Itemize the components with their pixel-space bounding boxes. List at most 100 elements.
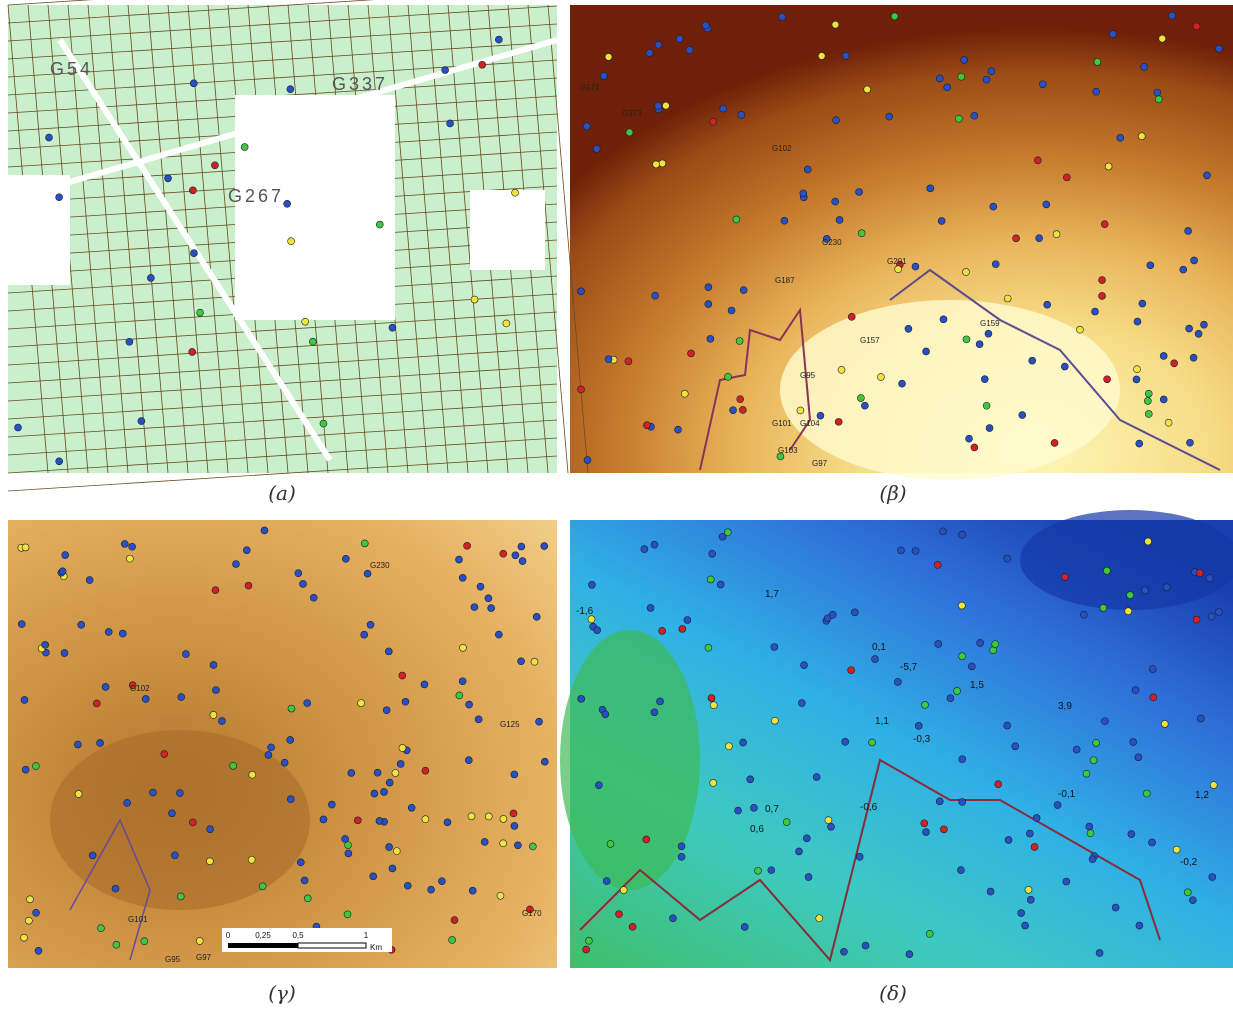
well-dot bbox=[616, 911, 623, 918]
well-dot bbox=[422, 767, 429, 774]
well-dot bbox=[977, 639, 984, 646]
well-dot bbox=[858, 230, 865, 237]
well-label: G97 bbox=[196, 953, 212, 962]
well-dot bbox=[518, 658, 525, 665]
well-dot bbox=[495, 631, 502, 638]
well-label: -5,7 bbox=[900, 662, 918, 673]
well-dot bbox=[857, 395, 864, 402]
well-dot bbox=[385, 648, 392, 655]
well-dot bbox=[1127, 592, 1134, 599]
well-dot bbox=[702, 22, 709, 29]
well-dot bbox=[842, 52, 849, 59]
well-dot bbox=[856, 853, 863, 860]
well-dot bbox=[730, 407, 737, 414]
map-c bbox=[8, 520, 557, 968]
scale-unit: Km bbox=[370, 943, 382, 952]
well-dot bbox=[983, 402, 990, 409]
well-dot bbox=[1147, 262, 1154, 269]
well-dot bbox=[138, 418, 145, 425]
well-dot bbox=[408, 804, 415, 811]
well-dot bbox=[720, 105, 727, 112]
well-dot bbox=[471, 604, 478, 611]
well-dot bbox=[603, 878, 610, 885]
well-dot bbox=[719, 533, 726, 540]
well-dot bbox=[342, 555, 349, 562]
well-dot bbox=[393, 848, 400, 855]
well-dot bbox=[97, 925, 104, 932]
well-label: G101 bbox=[772, 419, 792, 428]
well-dot bbox=[392, 770, 399, 777]
well-dot bbox=[678, 843, 685, 850]
well-dot bbox=[717, 581, 724, 588]
well-dot bbox=[938, 217, 945, 224]
well-dot bbox=[1173, 846, 1180, 853]
well-dot bbox=[536, 718, 543, 725]
well-dot bbox=[707, 335, 714, 342]
well-dot bbox=[190, 80, 197, 87]
well-dot bbox=[1004, 722, 1011, 729]
well-dot bbox=[361, 631, 368, 638]
well-label: G102 bbox=[772, 144, 792, 153]
well-dot bbox=[912, 547, 919, 554]
well-dot bbox=[781, 217, 788, 224]
well-dot bbox=[529, 843, 536, 850]
street bbox=[8, 0, 557, 5]
well-dot bbox=[733, 216, 740, 223]
well-label: -0,1 bbox=[1058, 789, 1076, 800]
well-dot bbox=[940, 316, 947, 323]
well-dot bbox=[739, 406, 746, 413]
well-dot bbox=[1104, 376, 1111, 383]
well-dot bbox=[287, 736, 294, 743]
well-dot bbox=[397, 760, 404, 767]
well-dot bbox=[428, 886, 435, 893]
well-dot bbox=[1004, 295, 1011, 302]
well-dot bbox=[641, 546, 648, 553]
well-dot bbox=[485, 595, 492, 602]
well-dot bbox=[121, 540, 128, 547]
well-dot bbox=[230, 762, 237, 769]
well-dot bbox=[981, 376, 988, 383]
well-dot bbox=[829, 611, 836, 618]
well-dot bbox=[771, 643, 778, 650]
well-dot bbox=[1197, 715, 1204, 722]
well-label: G97 bbox=[812, 459, 828, 468]
well-dot bbox=[449, 936, 456, 943]
well-dot bbox=[676, 35, 683, 42]
well-dot bbox=[955, 115, 962, 122]
well-dot bbox=[864, 86, 871, 93]
well-label: -1,6 bbox=[576, 606, 594, 617]
well-dot bbox=[607, 840, 614, 847]
well-dot bbox=[710, 702, 717, 709]
well-dot bbox=[1132, 687, 1139, 694]
well-dot bbox=[386, 779, 393, 786]
well-dot bbox=[976, 341, 983, 348]
caption: (β) bbox=[879, 481, 906, 505]
well-dot bbox=[1125, 608, 1132, 615]
well-label: 3,9 bbox=[1058, 701, 1072, 712]
well-dot bbox=[475, 716, 482, 723]
well-dot bbox=[1206, 575, 1213, 582]
well-dot bbox=[442, 67, 449, 74]
well-label: 0,6 bbox=[750, 824, 764, 835]
well-dot bbox=[936, 798, 943, 805]
well-dot bbox=[1160, 352, 1167, 359]
well-dot bbox=[647, 604, 654, 611]
well-dot bbox=[422, 816, 429, 823]
well-dot bbox=[15, 424, 22, 431]
well-dot bbox=[512, 189, 519, 196]
well-dot bbox=[659, 160, 666, 167]
well-dot bbox=[709, 550, 716, 557]
well-dot bbox=[129, 543, 136, 550]
well-dot bbox=[389, 324, 396, 331]
well-dot bbox=[510, 810, 517, 817]
well-dot bbox=[710, 118, 717, 125]
well-dot bbox=[399, 672, 406, 679]
well-dot bbox=[35, 947, 42, 954]
page: {"panels": [ {"caption": "(a)", "labels"… bbox=[0, 0, 1233, 1012]
well-dot bbox=[1034, 157, 1041, 164]
well-dot bbox=[177, 893, 184, 900]
well-dot bbox=[197, 309, 204, 316]
well-dot bbox=[678, 853, 685, 860]
well-dot bbox=[178, 694, 185, 701]
well-dot bbox=[142, 695, 149, 702]
